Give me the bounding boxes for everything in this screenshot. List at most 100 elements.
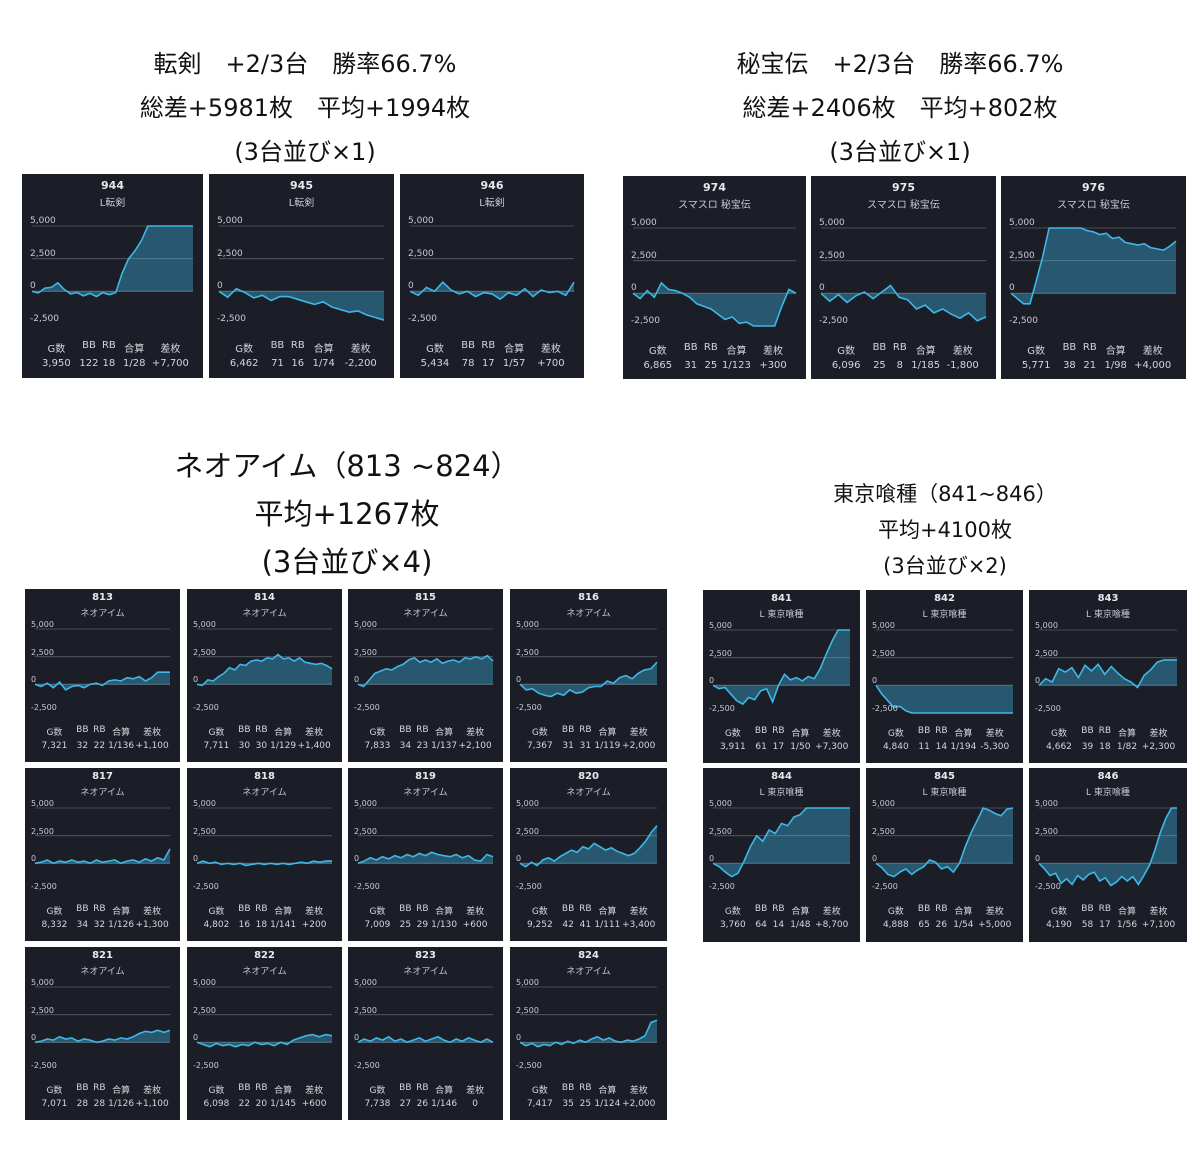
stats-header-row: G数 BB RB 合算 差枚 <box>25 1083 180 1096</box>
stat-header-1: BB <box>82 340 96 351</box>
y-tick-label: 2,500 <box>1035 826 1058 836</box>
stat-header-3: 合算 <box>598 728 617 738</box>
y-tick-label: 2,500 <box>30 248 56 259</box>
stat-value-2: 26 <box>935 920 948 930</box>
stat-value-3: 1/28 <box>122 358 146 369</box>
balance-area <box>197 654 332 686</box>
stat-header-2: RB <box>416 725 429 735</box>
stat-header-0: G数 <box>531 728 548 738</box>
y-tick-label: -2,500 <box>872 704 898 713</box>
y-tick-label: 2,500 <box>31 826 54 836</box>
stat-value-3: 1/74 <box>312 358 335 369</box>
stat-header-0: G数 <box>208 728 225 738</box>
stat-header-4: 差枚 <box>305 907 324 917</box>
balance-area <box>876 808 1013 877</box>
slump-graph-card-976: 976 スマスロ 秘宝伝 5,000 2,500 0 -2,500 G数 BB RB 合算 差枚 5,… <box>1001 176 1186 379</box>
machine-name: ネオアイム <box>403 788 448 798</box>
stat-header-1: BB <box>399 904 412 914</box>
stat-value-2: 26 <box>416 1099 429 1109</box>
y-tick-label: 2,500 <box>31 647 54 657</box>
machine-number: 946 <box>480 179 504 192</box>
stat-header-1: BB <box>238 725 251 735</box>
stat-value-4: +4,000 <box>1134 360 1172 371</box>
stat-value-1: 25 <box>873 360 886 371</box>
stat-header-1: BB <box>270 340 285 351</box>
neoaim-heading-line1: ネオアイム（813 ~824） <box>174 449 520 483</box>
y-tick-label: 0 <box>193 1033 199 1043</box>
stat-header-1: BB <box>76 1083 89 1093</box>
stat-header-0: G数 <box>208 907 225 917</box>
y-tick-label: 2,500 <box>193 1005 216 1015</box>
stat-header-0: G数 <box>648 346 667 357</box>
stat-value-1: 31 <box>684 360 698 371</box>
machine-name: ネオアイム <box>566 609 611 619</box>
machine-name: ネオアイム <box>566 967 611 977</box>
balance-line <box>519 1019 658 1048</box>
machine-number: 819 <box>415 771 436 782</box>
stats-header-row: G数 BB RB 合算 差枚 <box>209 340 394 355</box>
stat-value-1: 28 <box>76 1099 89 1109</box>
machine-number: 815 <box>415 592 436 603</box>
stat-header-4: 差枚 <box>629 1086 648 1096</box>
y-tick-label: -2,500 <box>408 314 438 324</box>
stat-value-2: 31 <box>579 741 592 751</box>
stat-header-0: G数 <box>724 907 741 917</box>
hihoden-heading-line2: 総差+2406枚 平均+802枚 <box>742 94 1058 122</box>
slump-graph-svg <box>196 986 333 1048</box>
slump-graph-svg <box>31 225 193 298</box>
stat-value-1: 78 <box>461 358 475 369</box>
slump-graph-svg <box>519 628 658 698</box>
stat-value-3: 1/50 <box>790 742 811 752</box>
stat-header-0: G数 <box>46 1086 63 1096</box>
stat-header-0: G数 <box>887 907 904 917</box>
stat-header-3: 合算 <box>274 728 293 738</box>
stats-value-row: 3,911 61 17 1/50 +7,300 <box>703 742 860 755</box>
stat-value-3: 1/129 <box>270 741 297 751</box>
y-tick-label: 5,000 <box>516 799 539 808</box>
slump-graph-svg <box>196 807 332 867</box>
stat-value-2: 14 <box>772 920 785 930</box>
stats-value-row: 7,071 28 28 1/126 +1,100 <box>25 1099 180 1112</box>
machine-number: 846 <box>1097 771 1119 782</box>
stat-value-2: 29 <box>416 920 429 930</box>
stat-value-3: 1/126 <box>108 920 135 930</box>
stat-value-3: 1/130 <box>431 920 458 930</box>
machine-number: 944 <box>101 179 124 192</box>
y-tick-label: 0 <box>516 854 522 864</box>
stat-value-4: +3,400 <box>622 920 656 930</box>
balance-area <box>358 655 493 687</box>
machine-number: 843 <box>1097 593 1119 604</box>
y-tick-label: -2,500 <box>516 1061 542 1070</box>
stat-value-0: 6,865 <box>643 360 673 371</box>
stat-header-0: G数 <box>369 907 386 917</box>
stat-value-4: +200 <box>301 920 327 930</box>
neoaim-heading: ネオアイム（813 ~824） 平均+1267枚 (3台並び×4) <box>22 442 672 586</box>
stat-value-1: 39 <box>1081 742 1094 752</box>
stat-header-1: BB <box>754 904 768 914</box>
slump-graph-card-844: 844 L 東京喰種 5,000 2,500 0 -2,500 G数 BB RB 合算 差枚 3,76… <box>703 768 860 942</box>
stat-value-1: 30 <box>238 741 251 751</box>
slump-graph-card-819: 819 ネオアイム 5,000 2,500 0 -2,500 G数 BB RB 合算 差枚 7,009… <box>348 768 503 941</box>
stat-value-3: 1/123 <box>722 360 751 371</box>
y-tick-label: 2,500 <box>872 826 895 836</box>
stat-value-2: 18 <box>1099 742 1111 752</box>
y-tick-label: 2,500 <box>872 648 895 658</box>
slump-graph-svg <box>196 628 333 687</box>
stat-value-3: 1/185 <box>911 360 941 371</box>
balance-area <box>821 285 986 321</box>
stat-value-0: 4,888 <box>882 920 909 930</box>
balance-line <box>34 671 170 691</box>
stat-value-0: 3,760 <box>719 920 746 930</box>
stat-value-3: 1/111 <box>594 920 621 930</box>
balance-line <box>357 851 494 865</box>
tenken-heading-line2: 総差+5981枚 平均+1994枚 <box>139 94 471 122</box>
stat-header-1: BB <box>76 904 89 914</box>
machine-number: 816 <box>578 592 599 603</box>
slump-graph-svg <box>218 225 385 321</box>
y-tick-label: 5,000 <box>30 216 56 226</box>
stats-header-row: G数 BB RB 合算 差枚 <box>1029 904 1187 917</box>
balance-area <box>1011 228 1176 304</box>
balance-line <box>632 281 797 327</box>
stat-header-3: 合算 <box>791 729 810 739</box>
y-tick-label: 5,000 <box>709 799 732 808</box>
